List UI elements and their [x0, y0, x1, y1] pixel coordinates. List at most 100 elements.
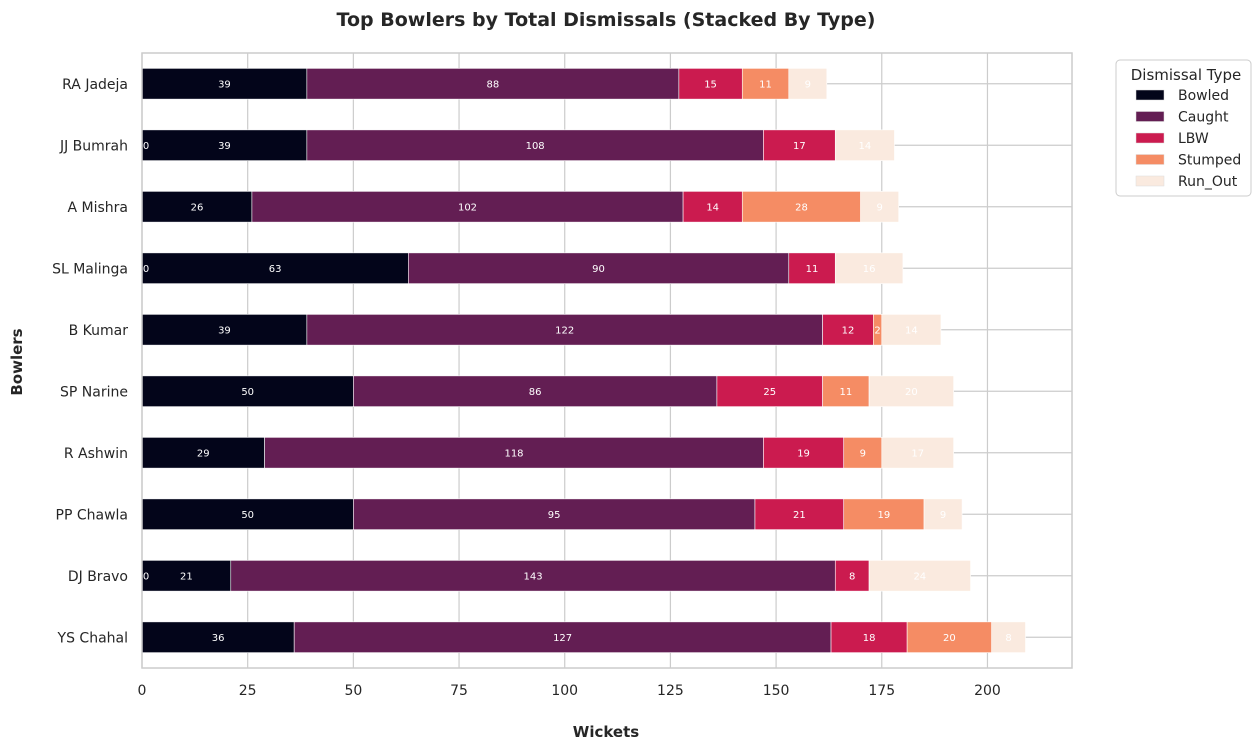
bar-sl-malinga-run-out: [834, 252, 904, 284]
bar-a-mishra-run-out: [860, 191, 899, 223]
y-tick-label-r-ashwin: R Ashwin: [64, 446, 128, 462]
bar-label-r-ashwin-stumped: 9: [860, 448, 866, 459]
bar-label-dj-bravo-caught: 143: [523, 571, 542, 582]
bar-jj-bumrah-run-out: [834, 129, 895, 161]
bar-ra-jadeja-run-out: [788, 68, 828, 100]
bar-label-b-kumar-lbw: 12: [842, 325, 855, 336]
bar-ys-chahal-caught: [293, 621, 832, 653]
bar-pp-chawla-lbw: [754, 498, 845, 530]
x-axis-label: Wickets: [573, 723, 639, 741]
bar-label-sl-malinga-caught: 90: [592, 264, 605, 275]
bar-ys-chahal-run-out: [991, 621, 1026, 653]
bar-b-kumar-caught: [306, 314, 823, 346]
bars: [141, 68, 1026, 653]
bar-label-sl-malinga-zero: 0: [143, 264, 149, 275]
bar-dj-bravo-run-out: [868, 560, 971, 592]
bar-label-pp-chawla-run-out: 9: [940, 510, 946, 521]
bar-label-dj-bravo-zero: 0: [143, 571, 149, 582]
bar-r-ashwin-lbw: [763, 437, 845, 469]
bar-label-ys-chahal-run-out: 8: [1005, 633, 1011, 644]
bar-pp-chawla-run-out: [923, 498, 963, 530]
bar-label-a-mishra-bowled: 26: [191, 202, 204, 213]
bar-ra-jadeja-lbw: [678, 68, 743, 100]
bar-label-jj-bumrah-caught: 108: [526, 141, 545, 152]
bar-label-b-kumar-run-out: 14: [905, 325, 918, 336]
bar-label-r-ashwin-caught: 118: [504, 448, 523, 459]
bar-a-mishra-caught: [251, 191, 684, 223]
bar-label-sl-malinga-lbw: 11: [806, 264, 819, 275]
x-tick-label: 75: [450, 683, 468, 699]
legend-swatch-lbw: [1135, 132, 1165, 144]
bar-label-sp-narine-caught: 86: [529, 387, 542, 398]
bar-b-kumar-lbw: [822, 314, 874, 346]
bar-r-ashwin-stumped: [843, 437, 883, 469]
bar-label-dj-bravo-lbw: 8: [849, 571, 855, 582]
y-tick-label-b-kumar: B Kumar: [69, 323, 129, 339]
bar-label-b-kumar-caught: 122: [555, 325, 574, 336]
bar-pp-chawla-bowled: [141, 498, 354, 530]
bar-label-sp-narine-lbw: 25: [763, 387, 776, 398]
bar-pp-chawla-caught: [353, 498, 756, 530]
x-tick-label: 100: [551, 683, 578, 699]
bar-sp-narine-lbw: [716, 375, 823, 407]
legend: Dismissal Type Bowled Caught LBW Stumped Run…: [1115, 59, 1252, 197]
bar-ys-chahal-lbw: [830, 621, 908, 653]
bar-label-ra-jadeja-caught: 88: [486, 79, 499, 90]
bar-label-pp-chawla-lbw: 21: [793, 510, 806, 521]
bar-a-mishra-bowled: [141, 191, 253, 223]
y-tick-label-a-mishra: A Mishra: [68, 200, 129, 216]
bar-label-r-ashwin-run-out: 17: [911, 448, 924, 459]
legend-swatch-stumped: [1135, 154, 1165, 165]
plot-frame: [141, 52, 1073, 669]
bar-r-ashwin-caught: [264, 437, 764, 469]
bar-label-jj-bumrah-run-out: 14: [858, 141, 871, 152]
y-tick-label-ys-chahal: YS Chahal: [57, 630, 128, 646]
bar-sp-narine-caught: [353, 375, 718, 407]
legend-label-caught: Caught: [1178, 110, 1229, 126]
bar-label-pp-chawla-caught: 95: [548, 510, 561, 521]
legend-title: Dismissal Type: [1131, 66, 1242, 84]
bar-b-kumar-run-out: [881, 314, 942, 346]
bar-jj-bumrah-lbw: [763, 129, 836, 161]
bar-ra-jadeja-bowled: [141, 68, 308, 100]
bar-label-ra-jadeja-bowled: 39: [218, 79, 231, 90]
legend-swatch-bowled: [1135, 89, 1165, 101]
bar-dj-bravo-lbw: [834, 560, 870, 592]
legend-label-lbw: LBW: [1178, 131, 1209, 147]
bar-label-a-mishra-lbw: 14: [706, 202, 719, 213]
chart-title: Top Bowlers by Total Dismissals (Stacked…: [337, 9, 876, 31]
bar-label-ys-chahal-lbw: 18: [863, 633, 876, 644]
x-tick-label: 200: [974, 683, 1001, 699]
legend-label-stumped: Stumped: [1178, 153, 1241, 169]
bar-label-a-mishra-caught: 102: [458, 202, 477, 213]
bar-sp-narine-run-out: [868, 375, 954, 407]
bar-label-b-kumar-bowled: 39: [218, 325, 231, 336]
bar-jj-bumrah-bowled: [141, 129, 308, 161]
y-tick-label-sl-malinga: SL Malinga: [52, 261, 128, 277]
bar-label-r-ashwin-bowled: 29: [197, 448, 210, 459]
bar-jj-bumrah-caught: [306, 129, 764, 161]
bar-ra-jadeja-stumped: [741, 68, 790, 100]
x-tick-label: 25: [239, 683, 257, 699]
bar-label-sl-malinga-run-out: 16: [863, 264, 876, 275]
bar-ys-chahal-bowled: [141, 621, 295, 653]
x-tick-label: 50: [344, 683, 362, 699]
bar-label-pp-chawla-stumped: 19: [878, 510, 891, 521]
bar-label-sp-narine-bowled: 50: [241, 387, 254, 398]
bar-dj-bravo-caught: [230, 560, 836, 592]
bar-sl-malinga-bowled: [141, 252, 409, 284]
y-axis-label: Bowlers: [8, 328, 26, 395]
x-tick-label: 0: [138, 683, 147, 699]
y-tick-label-jj-bumrah: JJ Bumrah: [59, 138, 128, 154]
bar-label-dj-bravo-bowled: 21: [180, 571, 193, 582]
bar-ra-jadeja-caught: [306, 68, 680, 100]
bar-label-a-mishra-stumped: 28: [795, 202, 808, 213]
legend-label-run-out: Run_Out: [1178, 174, 1238, 190]
bar-pp-chawla-stumped: [843, 498, 925, 530]
bar-dj-bravo-bowled: [141, 560, 232, 592]
bar-label-dj-bravo-run-out: 24: [913, 571, 926, 582]
x-tick-label: 175: [868, 683, 895, 699]
